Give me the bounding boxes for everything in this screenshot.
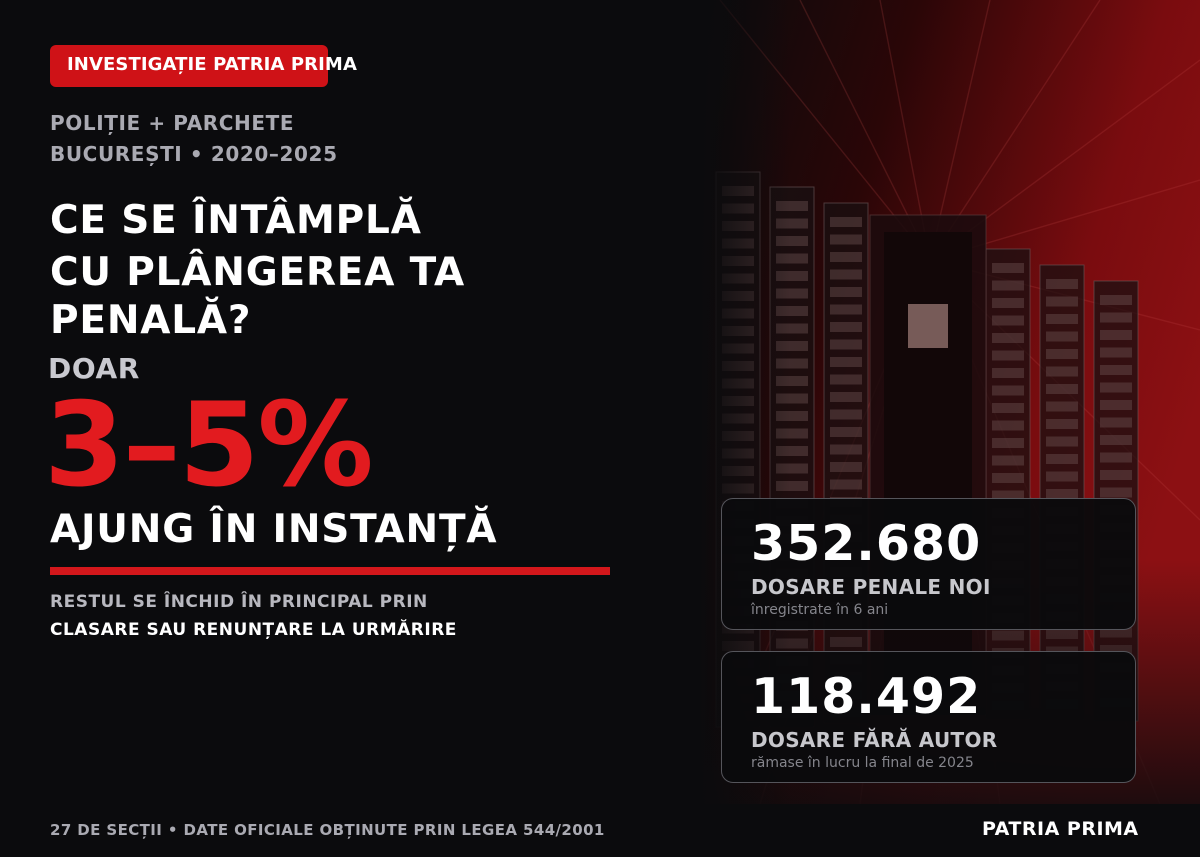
file-folder (992, 315, 1024, 326)
file-folder (1046, 296, 1078, 307)
file-folder (776, 341, 808, 351)
file-folder (1100, 435, 1132, 445)
headline-line-1: CE SE ÎNTÂMPLĂ (50, 198, 422, 243)
file-folder (1100, 347, 1132, 358)
file-folder (830, 479, 862, 490)
file-folder (992, 385, 1024, 396)
file-folder (830, 322, 862, 332)
file-folder (1100, 470, 1132, 480)
file-folder (1046, 279, 1078, 289)
file-folder (830, 217, 862, 227)
file-folder (1046, 419, 1078, 429)
file-folder (830, 444, 862, 455)
file-folder (1046, 314, 1078, 324)
file-folder (1046, 349, 1078, 359)
file-folder (776, 446, 808, 456)
investigation-badge-label: INVESTIGAȚIE PATRIA PRIMA (67, 54, 357, 75)
file-folder (776, 411, 808, 421)
file-folder (992, 280, 1024, 291)
file-folder (992, 420, 1024, 431)
file-folder (830, 287, 862, 297)
file-folder (992, 490, 1024, 501)
file-folder (992, 263, 1024, 273)
file-folder (776, 201, 808, 211)
file-folder (1100, 312, 1132, 323)
file-folder (992, 473, 1024, 483)
subtitle-location-period: BUCUREȘTI • 2020–2025 (50, 142, 338, 166)
footer-bar (0, 804, 1200, 857)
file-folder (830, 409, 862, 420)
file-folder (1100, 417, 1132, 428)
stat-note: înregistrate în 6 ani (751, 602, 889, 618)
file-folder (776, 393, 808, 404)
file-folder (776, 376, 808, 386)
file-folder (1046, 366, 1078, 377)
stat-note: rămase în lucru la final de 2025 (751, 755, 974, 771)
file-folder (992, 298, 1024, 308)
file-folder (776, 218, 808, 229)
subtitle-scope: POLIȚIE + PARCHETE (50, 111, 295, 135)
red-divider (50, 567, 610, 575)
highlight-note-line-1: RESTUL SE ÎNCHID ÎN PRINCIPAL PRIN (50, 592, 428, 612)
footer-brand-logo: PATRIA PRIMA (982, 818, 1139, 840)
file-folder (1046, 401, 1078, 412)
file-folder (776, 481, 808, 491)
file-folder (830, 304, 862, 315)
file-folder (830, 234, 862, 245)
file-folder (992, 438, 1024, 448)
footer-source: 27 DE SECȚII • DATE OFICIALE OBȚINUTE PR… (50, 821, 605, 839)
file-folder (776, 253, 808, 264)
file-folder (1100, 487, 1132, 498)
file-folder (992, 333, 1024, 343)
file-folder (1100, 365, 1132, 375)
file-folder (776, 288, 808, 299)
file-folder (830, 427, 862, 437)
file-folder (830, 357, 862, 367)
file-folder (830, 269, 862, 280)
file-folder (1046, 489, 1078, 499)
file-folder (1046, 436, 1078, 447)
file-folder (1046, 471, 1078, 482)
file-folder (776, 463, 808, 474)
file-folder (1100, 295, 1132, 305)
investigation-badge (50, 45, 328, 87)
file-folder (992, 368, 1024, 378)
file-folder (1100, 330, 1132, 340)
file-folder (1046, 331, 1078, 342)
doorway-light (908, 304, 948, 348)
file-folder (1046, 384, 1078, 394)
file-folder (992, 350, 1024, 361)
highlight-percentage: 3–5% (44, 378, 374, 513)
file-folder (776, 271, 808, 281)
highlight-note-line-2: CLASARE SAU RENUNȚARE LA URMĂRIRE (50, 620, 457, 640)
file-folder (992, 455, 1024, 466)
file-folder (992, 403, 1024, 413)
file-folder (830, 252, 862, 262)
headline-line-2: CU PLÂNGEREA TA (50, 250, 465, 295)
file-folder (776, 428, 808, 439)
stat-label: DOSARE PENALE NOI (751, 575, 991, 599)
file-folder (830, 392, 862, 402)
file-folder (1100, 382, 1132, 393)
file-folder (830, 374, 862, 385)
file-folder (1100, 452, 1132, 463)
highlight-suffix: AJUNG ÎN INSTANȚĂ (50, 507, 498, 552)
stat-card-new-cases: 352.680 DOSARE PENALE NOI înregistrate î… (721, 498, 1136, 630)
file-folder (776, 323, 808, 334)
file-folder (776, 236, 808, 246)
file-folder (830, 462, 862, 472)
stat-number: 352.680 (751, 515, 982, 572)
file-folder (776, 358, 808, 369)
headline-line-3: PENALĂ? (50, 298, 252, 343)
file-folder (1046, 454, 1078, 464)
stat-label: DOSARE FĂRĂ AUTOR (751, 728, 998, 752)
file-folder (776, 306, 808, 316)
file-folder (830, 339, 862, 350)
file-folder (1100, 400, 1132, 410)
highlight-prefix: DOAR (48, 352, 140, 385)
stat-number: 118.492 (751, 668, 982, 725)
stat-card-unknown-author: 118.492 DOSARE FĂRĂ AUTOR rămase în lucr… (721, 651, 1136, 783)
